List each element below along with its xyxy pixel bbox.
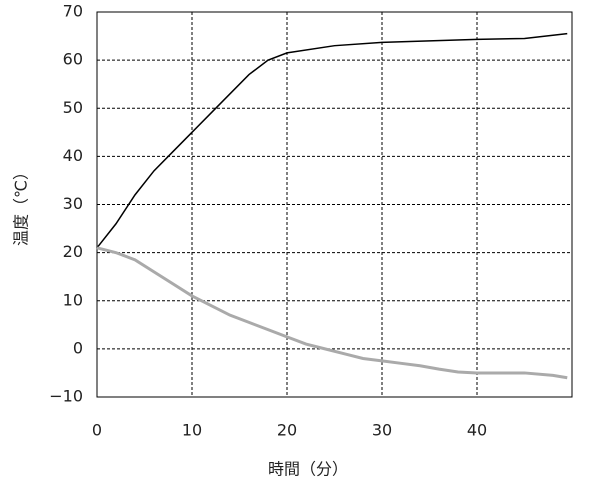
y-tick-label: 20 [63, 242, 83, 261]
y-axis-label: 温度（℃） [12, 164, 31, 246]
y-tick-label: 0 [73, 338, 83, 357]
y-tick-label: 60 [63, 50, 83, 69]
x-tick-label: 40 [467, 421, 487, 440]
y-tick-label: 40 [63, 146, 83, 165]
y-tick-label: 70 [63, 2, 83, 21]
data-line [96, 32, 568, 249]
x-tick-label: 10 [182, 421, 202, 440]
x-tick-label: 20 [277, 421, 297, 440]
x-tick-label: 30 [372, 421, 392, 440]
data-line [96, 246, 568, 380]
plot-frame [96, 11, 573, 398]
y-tick-label: −10 [49, 387, 83, 406]
y-tick-label: 10 [63, 290, 83, 309]
x-tick-label: 0 [92, 421, 102, 440]
x-axis-label: 時間（分） [268, 460, 348, 479]
y-tick-label: 30 [63, 194, 83, 213]
y-tick-label: 50 [63, 98, 83, 117]
